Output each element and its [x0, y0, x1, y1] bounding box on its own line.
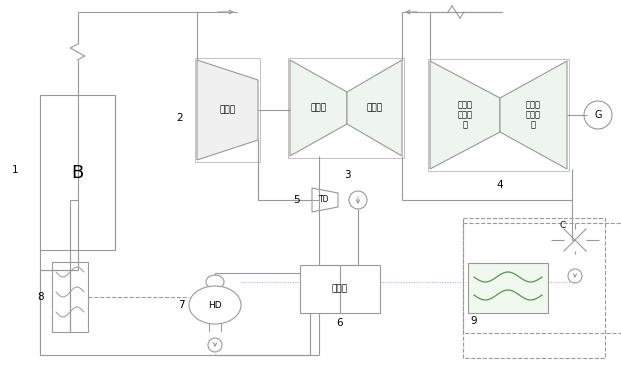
Polygon shape: [290, 60, 347, 156]
Text: 高压缸: 高压缸: [310, 103, 327, 113]
Bar: [52, 262, 88, 332]
Text: 7: 7: [178, 300, 185, 310]
Text: 6: 6: [337, 318, 343, 328]
Bar: [468, 263, 548, 313]
Circle shape: [208, 338, 222, 352]
Bar: [40, 95, 115, 250]
Text: 3: 3: [343, 170, 350, 180]
Polygon shape: [430, 61, 500, 169]
Ellipse shape: [206, 275, 224, 289]
Text: HD: HD: [208, 301, 222, 309]
Polygon shape: [312, 188, 338, 212]
Circle shape: [584, 101, 612, 129]
Text: TD: TD: [319, 195, 329, 205]
Text: 超高压: 超高压: [219, 105, 235, 115]
Text: 混合式: 混合式: [332, 285, 348, 293]
Bar: [300, 265, 380, 313]
Text: 9: 9: [470, 316, 477, 326]
Bar: [195, 58, 260, 162]
Text: 8: 8: [37, 292, 44, 302]
Circle shape: [568, 269, 582, 283]
Bar: [463, 218, 605, 358]
Polygon shape: [347, 60, 402, 156]
Text: 4: 4: [497, 180, 503, 190]
Bar: [288, 58, 404, 158]
Text: G: G: [594, 110, 602, 120]
Text: 中压缸
及低压
缸: 中压缸 及低压 缸: [526, 101, 541, 129]
Bar: [463, 223, 621, 333]
Text: B: B: [71, 164, 84, 182]
Text: C: C: [559, 221, 565, 231]
Text: 1: 1: [12, 165, 18, 175]
Text: 2: 2: [177, 113, 183, 123]
Polygon shape: [197, 60, 258, 160]
Polygon shape: [500, 61, 567, 169]
Text: 5: 5: [293, 195, 300, 205]
Text: 高压缸: 高压缸: [366, 103, 383, 113]
Text: 中压缸
及低压
缸: 中压缸 及低压 缸: [458, 101, 473, 129]
Ellipse shape: [189, 286, 241, 324]
Bar: [428, 59, 569, 171]
Circle shape: [349, 191, 367, 209]
